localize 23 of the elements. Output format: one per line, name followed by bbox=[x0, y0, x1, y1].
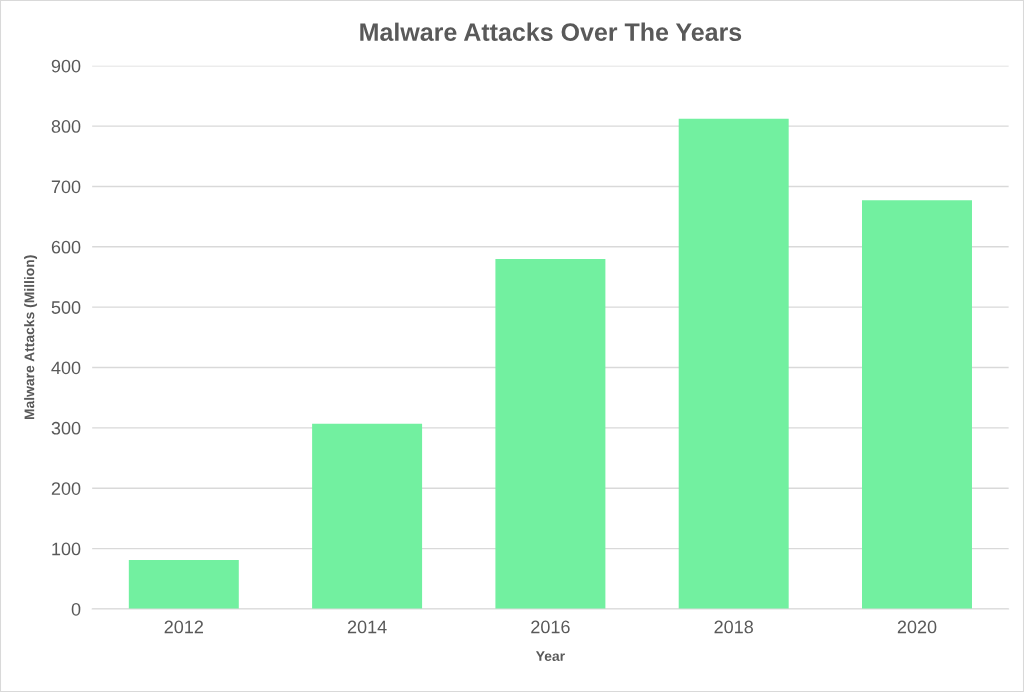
y-tick-label: 0 bbox=[71, 602, 81, 616]
x-tick-label: 2016 bbox=[531, 620, 570, 634]
x-tick-label: 2014 bbox=[347, 620, 387, 634]
bar bbox=[312, 423, 423, 609]
y-tick-label: 200 bbox=[51, 482, 81, 495]
chart-title: Malware Attacks Over The Years bbox=[360, 22, 742, 41]
x-axis-title: Year bbox=[535, 651, 565, 661]
bar bbox=[862, 200, 972, 609]
y-axis-title: Malware Attacks (Million) bbox=[24, 255, 38, 420]
bar bbox=[678, 118, 789, 609]
y-tick-label: 600 bbox=[51, 240, 81, 254]
x-tick-label: 2020 bbox=[897, 620, 937, 634]
y-tick-label: 500 bbox=[51, 301, 81, 314]
bar bbox=[128, 560, 239, 609]
y-tick-label: 400 bbox=[51, 361, 81, 375]
y-tick-label: 700 bbox=[51, 180, 81, 194]
y-tick-label: 300 bbox=[51, 421, 81, 435]
y-tick-label: 900 bbox=[51, 59, 81, 73]
x-tick-label: 2018 bbox=[714, 620, 753, 634]
y-tick-label: 100 bbox=[52, 542, 81, 556]
bar bbox=[495, 258, 606, 609]
y-tick-label: 800 bbox=[51, 120, 81, 133]
x-tick-label: 2012 bbox=[164, 620, 203, 634]
